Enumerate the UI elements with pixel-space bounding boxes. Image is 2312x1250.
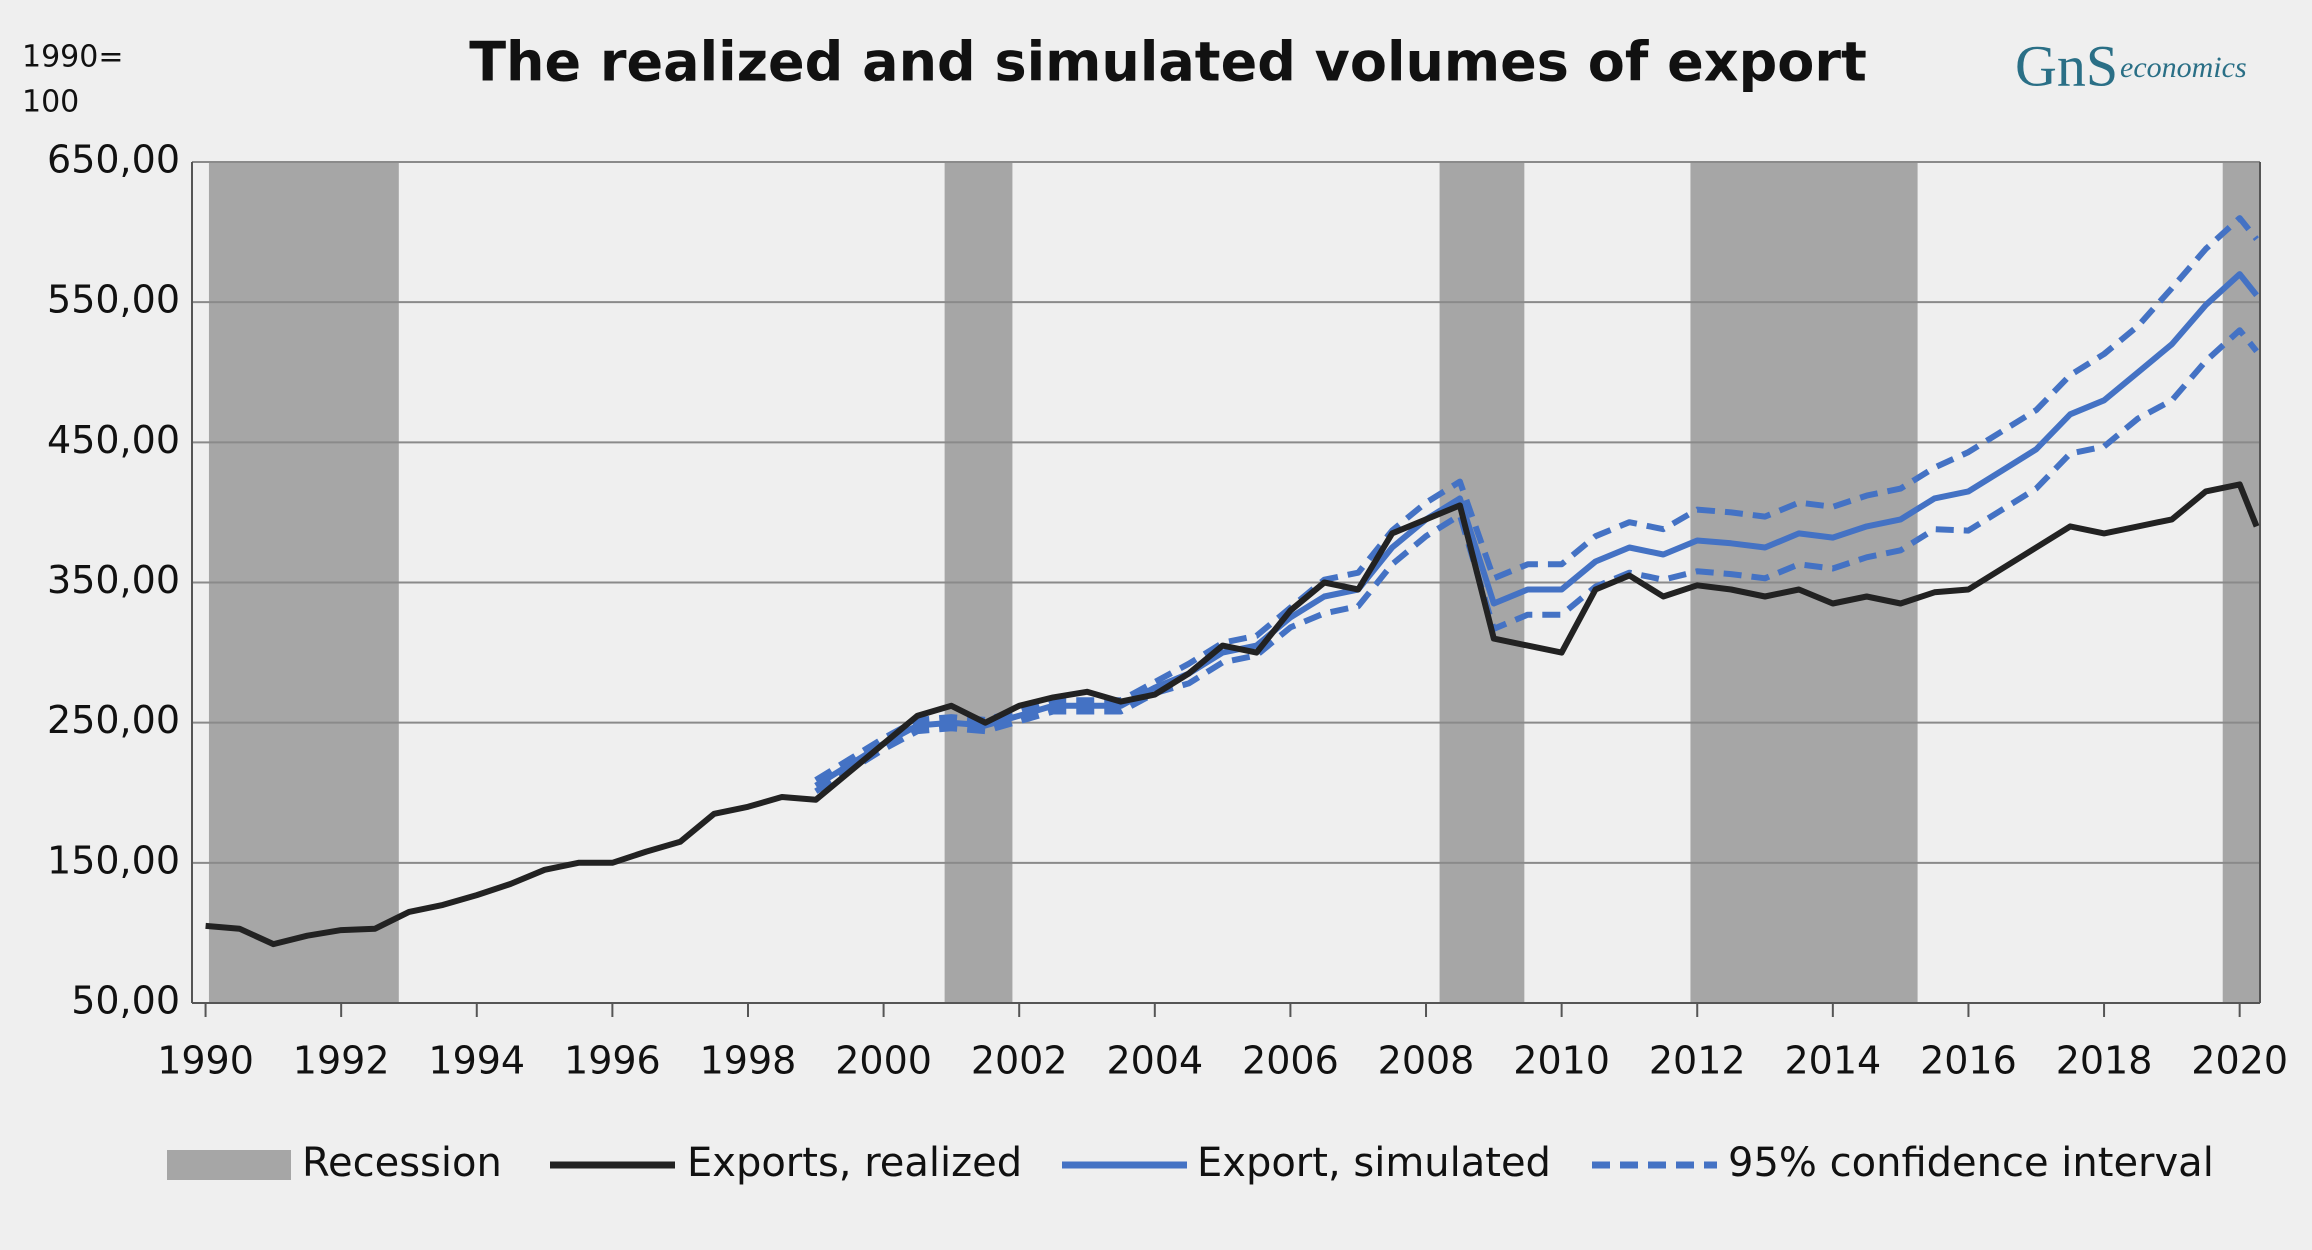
y-tick-label: 350,00 bbox=[47, 558, 180, 602]
series-line bbox=[814, 271, 2259, 789]
x-tick-label: 2000 bbox=[835, 1039, 932, 1083]
y-tick-label: 550,00 bbox=[47, 278, 180, 322]
x-tick-label: 2012 bbox=[1649, 1039, 1746, 1083]
x-tick-label: 1994 bbox=[428, 1039, 525, 1083]
y-tick-label: 150,00 bbox=[47, 838, 180, 882]
x-tick-label: 1992 bbox=[293, 1039, 390, 1083]
x-tick-label: 2008 bbox=[1378, 1039, 1475, 1083]
y-unit: 1990= bbox=[22, 40, 123, 75]
x-tick-label: 2006 bbox=[1242, 1039, 1339, 1083]
x-tick-label: 2010 bbox=[1513, 1039, 1610, 1083]
y-tick-label: 650,00 bbox=[47, 138, 180, 182]
confidence-line bbox=[814, 215, 2259, 783]
legend-label: Export, simulated bbox=[1197, 1140, 1551, 1186]
x-tick-label: 2018 bbox=[2056, 1039, 2153, 1083]
legend-label: Exports, realized bbox=[687, 1140, 1022, 1186]
confidence-line bbox=[814, 327, 2259, 794]
x-tick-label: 2004 bbox=[1106, 1039, 1203, 1083]
x-tick-label: 2020 bbox=[2191, 1039, 2288, 1083]
x-tick-label: 2002 bbox=[971, 1039, 1068, 1083]
legend-label: Recession bbox=[302, 1140, 502, 1186]
logo-text: economics bbox=[2120, 51, 2247, 84]
y-unit: 100 bbox=[22, 85, 79, 120]
x-tick-label: 1996 bbox=[564, 1039, 661, 1083]
x-tick-label: 1998 bbox=[700, 1039, 797, 1083]
y-tick-label: 50,00 bbox=[71, 979, 180, 1023]
logo-mark: GnS bbox=[2015, 33, 2118, 98]
x-tick-label: 1990 bbox=[157, 1039, 254, 1083]
series-line bbox=[205, 481, 2260, 948]
y-tick-label: 250,00 bbox=[47, 698, 180, 742]
y-tick-label: 450,00 bbox=[47, 418, 180, 462]
chart-title: The realized and simulated volumes of ex… bbox=[469, 31, 1867, 94]
x-tick-label: 2016 bbox=[1920, 1039, 2017, 1083]
legend-label: 95% confidence interval bbox=[1728, 1140, 2214, 1186]
legend-swatch bbox=[167, 1150, 291, 1180]
x-tick-label: 2014 bbox=[1784, 1039, 1881, 1083]
